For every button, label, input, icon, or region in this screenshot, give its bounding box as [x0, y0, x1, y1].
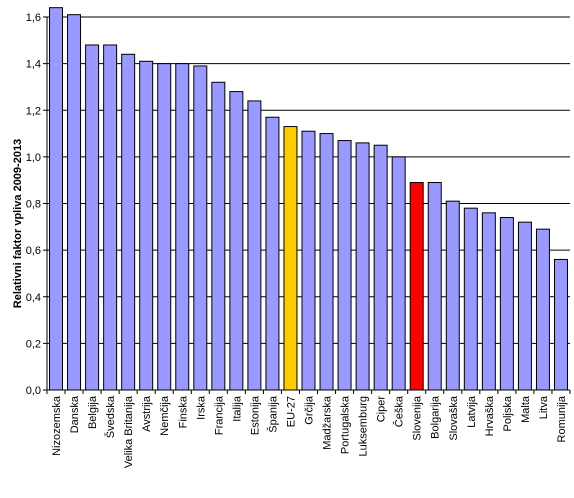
x-category-label: Španija — [266, 395, 279, 433]
y-tick-label: 1,6 — [26, 12, 41, 24]
bar-finska — [175, 63, 190, 391]
bar-estonija — [247, 100, 262, 391]
bar-švedska — [103, 44, 118, 391]
x-category-label: Slovaška — [448, 395, 460, 441]
x-category-label: Belgija — [87, 395, 99, 429]
bar-eu-27 — [283, 126, 298, 391]
x-category-label: Italija — [231, 395, 243, 422]
bar-latvija — [463, 207, 478, 391]
x-category-label: Malta — [520, 395, 532, 423]
x-category-label: Portugalska — [340, 395, 352, 454]
x-category-label: Estonija — [249, 395, 261, 435]
bar-italija — [229, 91, 244, 391]
x-category-label: Velika Britanija — [123, 395, 135, 468]
x-category-label: Švedska — [104, 395, 117, 438]
x-category-label: Madžarska — [322, 395, 334, 450]
y-tick-label: 0,2 — [26, 338, 41, 350]
bar-španija — [265, 116, 280, 391]
x-category-label: Nizozemska — [51, 395, 63, 456]
bar-slovaška — [445, 200, 460, 391]
y-tick-labels: 0,0 0,2 0,4 0,6 0,8 1,0 1,2 1,4 1,6 — [26, 12, 47, 397]
bar-bolgarija — [427, 182, 442, 391]
y-tick-label: 1,2 — [26, 105, 41, 117]
bar-grčija — [301, 130, 316, 391]
y-tick-label: 0,4 — [26, 292, 41, 304]
x-category-label: Slovenija — [412, 395, 424, 441]
x-category-label: Grčija — [304, 395, 316, 425]
y-tick-label: 0,0 — [26, 385, 41, 397]
bar-avstrija — [139, 60, 154, 391]
bar-irska — [193, 65, 208, 391]
bar-romunija — [553, 258, 568, 391]
bar-luksemburg — [355, 142, 370, 391]
bar-slovenija — [409, 182, 424, 391]
bar-hrvaška — [481, 212, 496, 391]
x-category-label: Hrvaška — [484, 395, 496, 436]
x-category-label: Romunija — [556, 395, 568, 442]
y-tick-label: 0,8 — [26, 199, 41, 211]
bars — [49, 7, 568, 391]
bar-češka — [391, 156, 406, 391]
bar-ciper — [373, 144, 388, 391]
bar-madžarska — [319, 133, 334, 391]
bar-portugalska — [337, 140, 352, 391]
y-tick-label: 1,4 — [26, 59, 41, 71]
bar-nizozemska — [49, 7, 64, 391]
bar-belgija — [85, 44, 100, 391]
y-axis-title: Relativni faktor vpliva 2009-2013 — [12, 139, 24, 308]
x-category-label: Avstrija — [141, 395, 153, 432]
x-category-label: Francija — [213, 395, 225, 435]
bar-malta — [517, 221, 532, 391]
x-category-label: Latvija — [466, 395, 478, 428]
bar-francija — [211, 81, 226, 391]
x-category-label: Češka — [393, 395, 406, 427]
x-category-label: Litva — [538, 395, 550, 419]
x-category-label: Finska — [177, 395, 189, 428]
bar-nemčija — [157, 63, 172, 391]
y-tick-label: 0,6 — [26, 245, 41, 257]
x-category-labels: Nizozemska Danska Belgija Švedska Velika Bri… — [51, 395, 568, 468]
bar-poljska — [499, 216, 514, 391]
x-category-label: Luksemburg — [358, 396, 370, 457]
y-tick-label: 1,0 — [26, 152, 41, 164]
bar-danska — [67, 14, 82, 391]
bar-litva — [535, 228, 550, 391]
x-category-label: Ciper — [376, 396, 388, 423]
x-category-label: Poljska — [502, 395, 514, 431]
x-category-label: Bolgarija — [430, 395, 442, 439]
x-tick-marks — [46, 390, 571, 394]
x-category-label: Danska — [69, 395, 81, 433]
bar-velika-britanija — [121, 53, 136, 391]
x-category-label: Nemčija — [159, 395, 171, 436]
x-category-label: EU-27 — [285, 396, 297, 427]
x-category-label: Irska — [195, 395, 207, 420]
